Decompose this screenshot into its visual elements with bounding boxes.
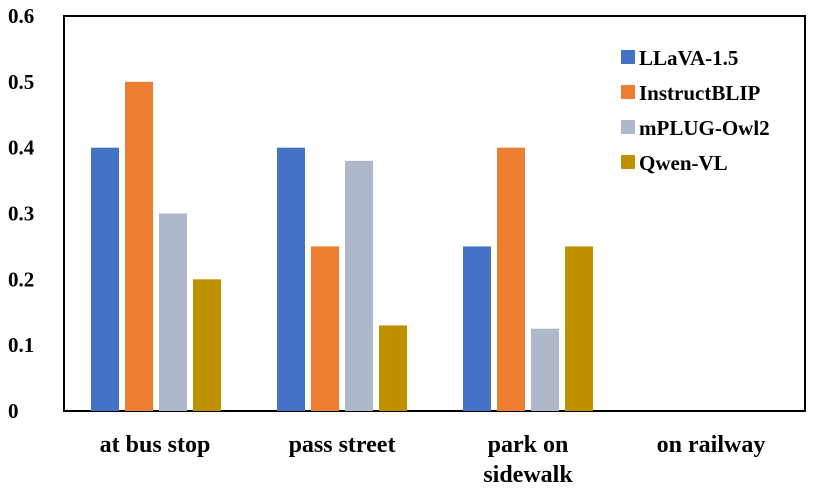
y-tick-label: 0.1 <box>8 333 34 357</box>
legend-label: Qwen-VL <box>639 151 728 175</box>
y-tick-label: 0.2 <box>8 267 34 291</box>
legend-label: InstructBLIP <box>639 81 761 105</box>
legend-swatch <box>621 50 635 64</box>
y-tick-label: 0 <box>8 399 19 423</box>
legend-label: LLaVA-1.5 <box>639 46 738 70</box>
legend: LLaVA-1.5 InstructBLIP mPLUG-Owl2 Qwen-VL <box>621 46 770 175</box>
bar-mplug-owl2-2 <box>531 328 559 411</box>
x-category-label: pass street <box>289 432 396 458</box>
y-tick-label: 0.6 <box>8 4 34 28</box>
bar-qwen-vl-1 <box>379 325 407 411</box>
bar-instructblip-0 <box>125 81 153 411</box>
x-category-label: park on <box>488 432 569 458</box>
bar-instructblip-1 <box>311 246 339 411</box>
x-category-label: at bus stop <box>100 432 211 458</box>
bars <box>91 81 593 411</box>
bar-llava-1-5-1 <box>277 147 305 411</box>
bar-llava-1-5-2 <box>463 246 491 411</box>
y-tick-label: 0.5 <box>8 70 34 94</box>
plot-frame <box>63 15 806 412</box>
bar-instructblip-2 <box>497 147 525 411</box>
legend-swatch <box>621 155 635 169</box>
y-tick-label: 0.3 <box>8 202 34 226</box>
legend-label: mPLUG-Owl2 <box>639 116 770 140</box>
bar-mplug-owl2-0 <box>159 213 187 411</box>
bar-qwen-vl-2 <box>565 246 593 411</box>
legend-swatch <box>621 85 635 99</box>
bar-qwen-vl-0 <box>193 279 221 411</box>
x-axis: at bus stop pass street park on sidewalk on … <box>100 432 766 488</box>
plot-area <box>63 15 806 412</box>
y-tick-label: 0.4 <box>8 136 35 160</box>
x-category-label: on railway <box>657 432 766 458</box>
x-category-label: sidewalk <box>483 462 573 488</box>
bar-llava-1-5-0 <box>91 147 119 411</box>
bar-mplug-owl2-1 <box>345 160 373 411</box>
y-axis: 0 0.1 0.2 0.3 0.4 0.5 0.6 <box>8 4 35 423</box>
legend-swatch <box>621 120 635 134</box>
